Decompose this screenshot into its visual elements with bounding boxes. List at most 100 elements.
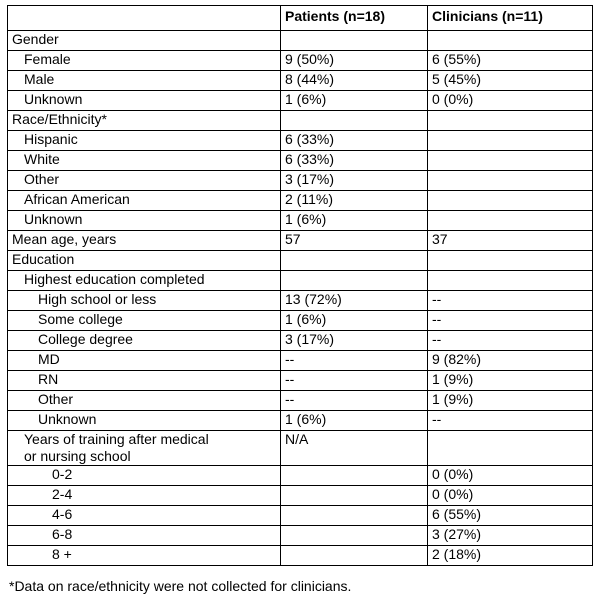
value-cell xyxy=(427,30,593,51)
table-row: Hispanic 6 (33%) xyxy=(7,130,593,151)
table-row: 6-8 3 (27%) xyxy=(7,525,593,546)
value-cell: 0 (0%) xyxy=(427,485,593,506)
value-cell: -- xyxy=(280,350,428,371)
value-cell xyxy=(280,270,428,291)
value-cell: 1 (6%) xyxy=(280,410,428,431)
table-row: MD -- 9 (82%) xyxy=(7,350,593,371)
value-cell: 3 (27%) xyxy=(427,525,593,546)
value-cell xyxy=(427,270,593,291)
value-cell xyxy=(427,250,593,271)
row-label: Female xyxy=(7,50,281,71)
table-row: Race/Ethnicity* xyxy=(7,110,593,131)
table-row: Gender xyxy=(7,30,593,51)
row-label: 2-4 xyxy=(7,485,281,506)
value-cell: -- xyxy=(427,290,593,311)
value-cell: 3 (17%) xyxy=(280,170,428,191)
value-cell: 1 (9%) xyxy=(427,370,593,391)
value-cell: N/A xyxy=(280,430,428,466)
table-row: College degree 3 (17%) -- xyxy=(7,330,593,351)
value-cell xyxy=(427,130,593,151)
header-cell xyxy=(7,5,281,31)
table-row: Highest education completed xyxy=(7,270,593,291)
header-cell: Patients (n=18) xyxy=(280,5,428,31)
table-body: Gender Female 9 (50%) 6 (55%) Male 8 (44%) 5 (… xyxy=(7,30,593,566)
table-row: 0-2 0 (0%) xyxy=(7,465,593,486)
value-cell xyxy=(280,525,428,546)
header-cell: Clinicians (n=11) xyxy=(427,5,593,31)
demographics-table: Patients (n=18) Clinicians (n=11) Gender F… xyxy=(7,5,593,566)
row-label: Mean age, years xyxy=(7,230,281,251)
footnote: *Data on race/ethnicity were not collect… xyxy=(9,578,352,594)
row-label: Unknown xyxy=(7,90,281,111)
row-label: RN xyxy=(7,370,281,391)
row-label: MD xyxy=(7,350,281,371)
table-row: Other -- 1 (9%) xyxy=(7,390,593,411)
value-cell: 5 (45%) xyxy=(427,70,593,91)
table-row: RN -- 1 (9%) xyxy=(7,370,593,391)
value-cell: 37 xyxy=(427,230,593,251)
table-row: White 6 (33%) xyxy=(7,150,593,171)
value-cell: 57 xyxy=(280,230,428,251)
value-cell: 8 (44%) xyxy=(280,70,428,91)
value-cell: 1 (6%) xyxy=(280,90,428,111)
value-cell: 1 (9%) xyxy=(427,390,593,411)
value-cell: 13 (72%) xyxy=(280,290,428,311)
value-cell: -- xyxy=(427,330,593,351)
table-row: Unknown 1 (6%) 0 (0%) xyxy=(7,90,593,111)
value-cell xyxy=(280,30,428,51)
row-label: High school or less xyxy=(7,290,281,311)
value-cell xyxy=(280,485,428,506)
row-label: 4-6 xyxy=(7,505,281,526)
value-cell: 0 (0%) xyxy=(427,465,593,486)
value-cell xyxy=(427,210,593,231)
row-label: Male xyxy=(7,70,281,91)
value-cell: 1 (6%) xyxy=(280,210,428,231)
value-cell xyxy=(280,505,428,526)
row-label: Unknown xyxy=(7,210,281,231)
row-label: 0-2 xyxy=(7,465,281,486)
header-row: Patients (n=18) Clinicians (n=11) xyxy=(7,5,593,31)
table-row: Male 8 (44%) 5 (45%) xyxy=(7,70,593,91)
value-cell: 9 (82%) xyxy=(427,350,593,371)
row-label: 8 + xyxy=(7,545,281,566)
value-cell xyxy=(427,150,593,171)
table-row: 4-6 6 (55%) xyxy=(7,505,593,526)
value-cell: 2 (11%) xyxy=(280,190,428,211)
value-cell xyxy=(280,250,428,271)
value-cell: -- xyxy=(280,390,428,411)
value-cell xyxy=(427,170,593,191)
value-cell xyxy=(280,465,428,486)
value-cell: 6 (55%) xyxy=(427,505,593,526)
value-cell xyxy=(427,110,593,131)
value-cell: -- xyxy=(427,410,593,431)
table-row: Some college 1 (6%) -- xyxy=(7,310,593,331)
row-label: Other xyxy=(7,390,281,411)
row-label: Race/Ethnicity* xyxy=(7,110,281,131)
value-cell: 0 (0%) xyxy=(427,90,593,111)
value-cell xyxy=(427,190,593,211)
value-cell xyxy=(280,110,428,131)
table-row: High school or less 13 (72%) -- xyxy=(7,290,593,311)
value-cell: 6 (33%) xyxy=(280,130,428,151)
row-label: Gender xyxy=(7,30,281,51)
table-row: 8 + 2 (18%) xyxy=(7,545,593,566)
value-cell: 1 (6%) xyxy=(280,310,428,331)
value-cell xyxy=(280,545,428,566)
row-label: Education xyxy=(7,250,281,271)
table-row: Female 9 (50%) 6 (55%) xyxy=(7,50,593,71)
row-label: College degree xyxy=(7,330,281,351)
table-row: Unknown 1 (6%) -- xyxy=(7,410,593,431)
value-cell: 6 (33%) xyxy=(280,150,428,171)
table-row: Unknown 1 (6%) xyxy=(7,210,593,231)
table-row: Mean age, years 57 37 xyxy=(7,230,593,251)
row-label: Highest education completed xyxy=(7,270,281,291)
table-row: 2-4 0 (0%) xyxy=(7,485,593,506)
table-row: Years of training after medical or nursi… xyxy=(7,430,593,466)
value-cell: 6 (55%) xyxy=(427,50,593,71)
table-row: Education xyxy=(7,250,593,271)
value-cell: -- xyxy=(280,370,428,391)
row-label: Unknown xyxy=(7,410,281,431)
value-cell: 2 (18%) xyxy=(427,545,593,566)
value-cell: -- xyxy=(427,310,593,331)
